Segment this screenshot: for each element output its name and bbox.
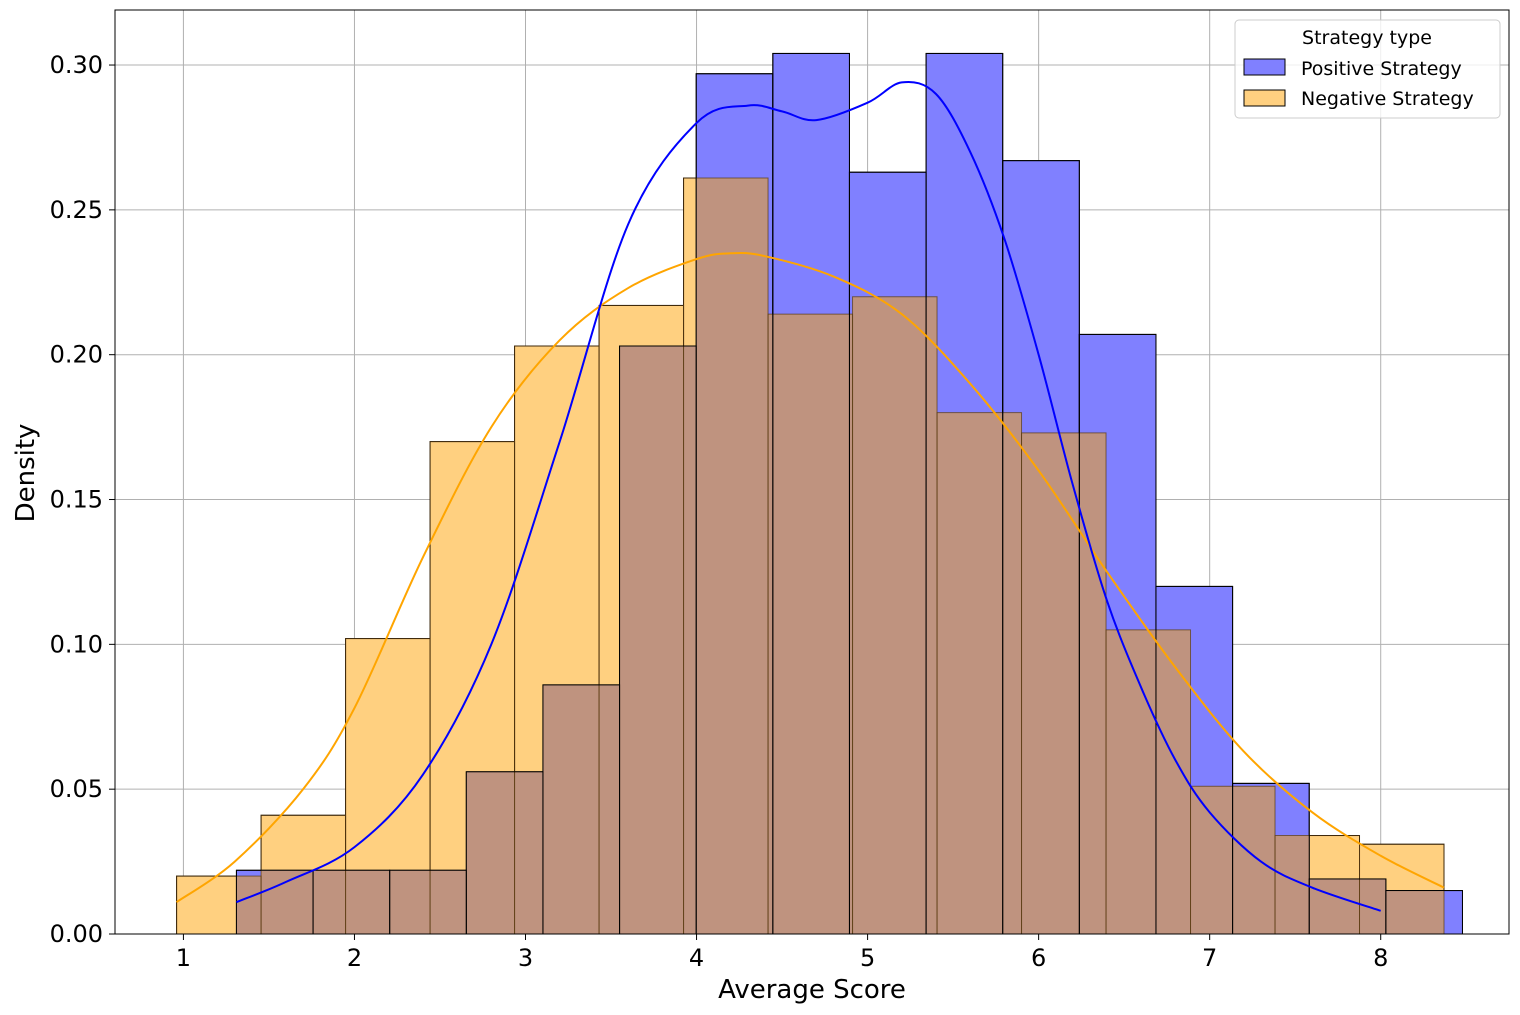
bar-overlap-17 [926,296,938,934]
y-axis-ticks: 0.00 0.05 0.10 0.15 0.20 0.25 0.30 [50,51,115,948]
bar-overlap-15 [849,314,853,934]
y-tick-label-6: 0.30 [50,51,103,79]
bar-overlap-9 [599,684,620,934]
bar-overlap-18 [937,412,1003,934]
kde-line-positive [236,80,1382,912]
x-tick-label-6: 7 [1202,944,1217,972]
bar-overlap-7 [514,771,543,934]
legend: Strategy type Positive Strategy Negative… [1234,19,1501,119]
legend-box [1234,19,1501,119]
y-axis-label: Density [11,424,41,523]
bar-overlap-14 [772,314,850,934]
bar-overlap-24 [1190,786,1233,934]
bar-overlap-22 [1106,629,1156,934]
bar-overlap-1 [261,870,314,934]
bar-overlap-10 [619,346,684,934]
legend-swatch-positive [1243,58,1286,76]
bar-overlap-28 [1359,878,1386,934]
bar-overlap-11 [683,346,697,934]
x-tick-label-3: 4 [689,944,704,972]
y-tick-label-4: 0.20 [50,341,103,369]
bar-overlap-19 [1002,412,1022,934]
bar-overlap-25 [1232,786,1276,934]
x-tick-label-7: 8 [1373,944,1388,972]
y-tick-label-3: 0.15 [50,486,103,514]
bar-overlap-13 [768,314,773,934]
kde-curves [176,80,1445,912]
overlap-bars [176,52,1463,935]
kde-line-negative [176,251,1445,903]
legend-label-negative: Negative Strategy [1301,88,1474,110]
bar-overlap-29 [1385,890,1445,934]
x-tick-label-2: 3 [518,944,533,972]
x-tick-label-5: 6 [1031,944,1046,972]
x-tick-label-0: 1 [176,944,191,972]
x-axis-ticks: 1 2 3 4 5 6 7 8 [176,934,1388,972]
y-tick-label-0: 0.00 [50,920,103,948]
bar-overlap-0 [236,876,262,934]
x-tick-label-1: 2 [347,944,362,972]
bar-overlap-16 [852,296,927,934]
bar-overlap-27 [1309,878,1360,934]
y-tick-label-5: 0.25 [50,196,103,224]
bar-overlap-2 [313,870,346,934]
legend-label-positive: Positive Strategy [1301,58,1462,80]
bar-overlap-20 [1021,432,1080,934]
bar-overlap-5 [430,870,467,934]
bar-overlap-6 [466,771,515,934]
y-tick-label-1: 0.05 [50,775,103,803]
bar-overlap-4 [389,870,431,934]
y-tick-label-2: 0.10 [50,630,103,658]
legend-swatch-negative [1243,89,1286,107]
bar-overlap-8 [542,684,600,934]
x-tick-label-4: 5 [860,944,875,972]
bar-overlap-21 [1079,432,1107,934]
bar-overlap-23 [1155,629,1191,934]
legend-title: Strategy type [1302,27,1432,49]
plot-frame [114,9,1510,935]
bar-overlap-3 [345,870,390,934]
bar-overlap-12 [696,178,769,934]
x-axis-label: Average Score [718,975,906,1005]
